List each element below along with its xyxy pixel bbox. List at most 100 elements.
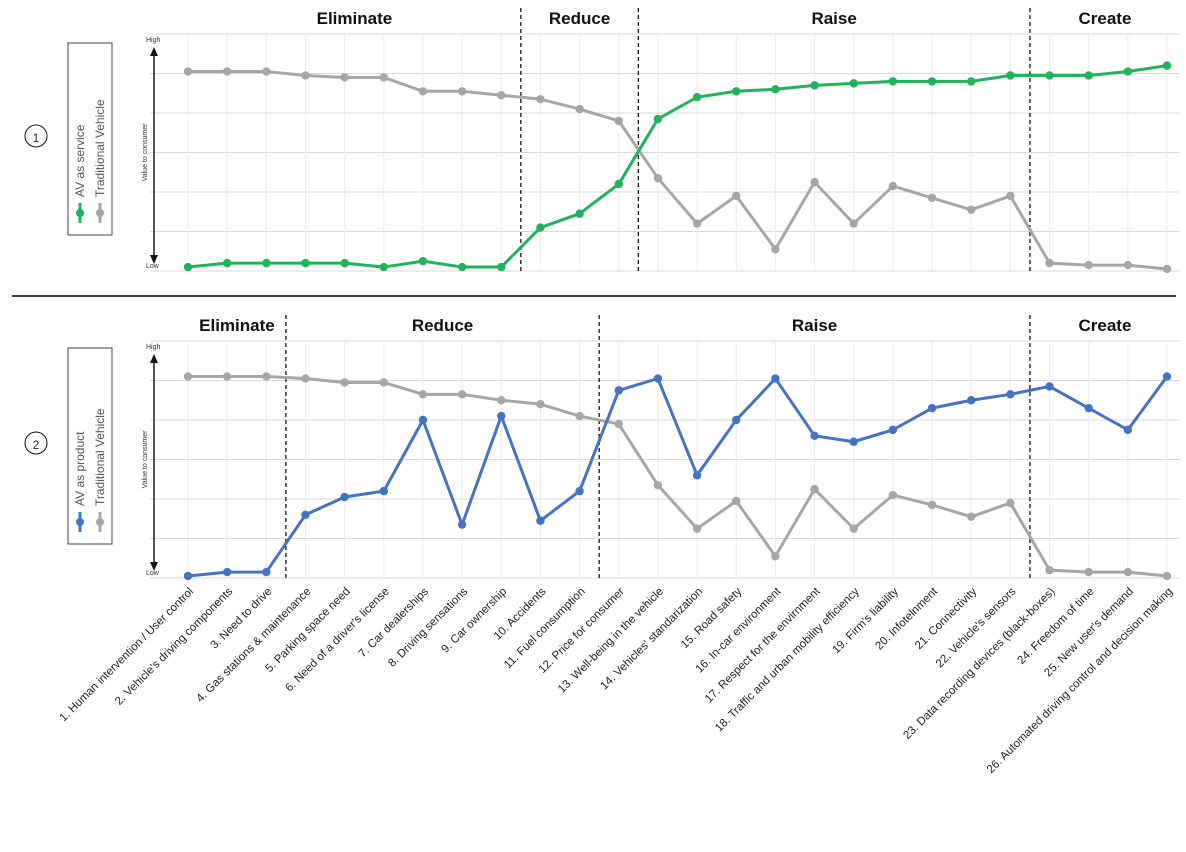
panel-number-badge: 1 [24,124,48,148]
data-point [888,181,898,191]
data-point [849,437,858,446]
data-point [1006,498,1015,508]
data-point [810,484,819,494]
series-traditional-vehicle [183,372,1172,581]
section-label-eliminate: Eliminate [199,316,275,335]
data-point [771,552,780,561]
y-axis-label: Value to consumer [142,123,149,182]
data-point [340,492,349,502]
section-label-reduce: Reduce [549,9,610,28]
data-point [692,219,702,228]
series-traditional-vehicle [183,67,1172,274]
data-point [1162,264,1172,274]
data-point [183,372,193,381]
data-point [418,256,428,266]
section-label-raise: Raise [811,9,856,28]
data-point [967,396,976,405]
data-point [497,411,506,421]
data-point [732,415,741,425]
data-point [810,81,819,90]
x-tick-label: 19. Firm's liability [830,585,901,656]
data-point [575,486,584,496]
data-point [614,116,623,126]
data-point [1084,260,1093,270]
data-point [262,567,271,577]
data-point [340,258,349,268]
data-point [536,223,545,232]
data-point [497,262,506,272]
legend: AV as service Traditional Vehicle [67,42,113,236]
legend-swatch-marker [96,209,104,217]
data-point [536,94,545,104]
legend-entry-label: AV as product [73,431,87,506]
data-point [222,567,232,577]
data-point [927,77,937,86]
data-point [849,524,858,533]
data-point [1123,260,1133,270]
data-point [692,524,702,533]
legend-swatch-marker [76,518,84,526]
data-point [1006,390,1015,399]
series-av-as-service [183,61,1172,272]
data-point [575,411,584,421]
data-point [1123,567,1133,577]
legend-box [67,42,113,236]
data-point [692,93,702,102]
y-axis-arrow-up [150,354,158,363]
data-point [888,490,898,500]
data-point [732,191,741,201]
legend-entry-label: AV as service [73,124,87,197]
badge-number: 2 [33,440,39,452]
legend: AV as product Traditional Vehicle [67,347,113,545]
section-label-reduce: Reduce [412,316,473,335]
data-point [222,67,232,76]
series-line [188,375,1168,578]
section-label-raise: Raise [792,316,837,335]
x-tick-label: 26. Automated driving control and decisi… [985,586,1175,776]
data-point [262,258,271,268]
data-point [575,209,584,218]
data-point [653,374,663,383]
data-point [1045,565,1054,575]
data-point [1123,425,1133,435]
data-point [457,520,467,529]
data-point [1045,382,1054,391]
data-point [536,400,545,409]
data-point [849,219,858,228]
data-point [1084,71,1093,80]
y-axis-arrow-up [150,47,158,56]
data-point [379,486,388,496]
data-point [1162,372,1172,381]
y-axis-label: Value to consumer [142,430,149,489]
data-point [379,262,388,272]
chart-panel-2: High Low Value to consumer Eliminate Reduce R… [24,315,1180,581]
data-point [418,87,428,96]
data-point [183,262,193,272]
data-point [536,516,545,525]
data-point [183,571,193,581]
legend-entry-label: Traditional Vehicle [93,408,107,506]
x-tick-label: 18. Traffic and urban mobility efficienc… [713,585,862,734]
data-point [497,91,506,100]
y-tick-high: High [146,344,161,351]
legend-swatch-marker [76,209,84,217]
data-point [1006,191,1015,201]
data-point [732,496,741,506]
data-point [888,425,898,435]
data-point [1084,403,1093,413]
section-label-create: Create [1079,316,1132,335]
y-tick-low: Low [146,263,160,270]
data-point [379,378,388,387]
data-point [457,262,467,272]
data-point [653,114,663,124]
data-point [262,372,271,381]
data-point [301,258,310,268]
data-point [1045,71,1054,80]
section-label-create: Create [1079,9,1132,28]
y-axis-arrow-down [150,255,158,264]
grid [150,33,1180,272]
data-point [967,77,976,86]
data-point [340,73,349,82]
data-point [379,73,388,82]
